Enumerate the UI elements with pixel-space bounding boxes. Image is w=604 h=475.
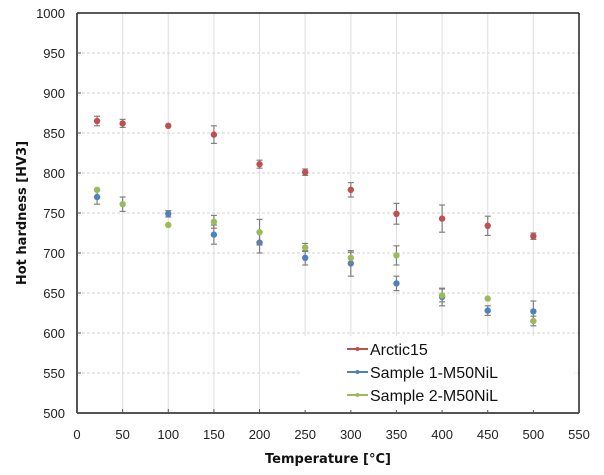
data-point xyxy=(530,233,537,240)
data-point xyxy=(119,120,126,127)
y-tick-label: 500 xyxy=(43,406,65,421)
y-tick-label: 750 xyxy=(43,206,65,221)
series xyxy=(93,115,537,327)
data-point xyxy=(484,307,491,314)
x-tick-label: 500 xyxy=(523,427,545,442)
y-tick-label: 700 xyxy=(43,246,65,261)
legend-label-arctic15: Arctic15 xyxy=(370,342,428,359)
data-point xyxy=(256,161,263,168)
x-tick-label: 200 xyxy=(249,427,271,442)
data-point xyxy=(93,186,101,193)
legend-item-arctic15: Arctic15 xyxy=(347,342,428,359)
data-point xyxy=(165,221,172,229)
y-tick-label: 950 xyxy=(43,46,65,61)
data-point xyxy=(484,295,491,302)
legend-label-sample-1: Sample 1-M50NiL xyxy=(370,365,498,382)
y-tick-label: 800 xyxy=(43,166,65,181)
data-point xyxy=(530,317,537,325)
data-point xyxy=(210,131,218,138)
data-point xyxy=(210,231,218,238)
data-point xyxy=(438,292,446,299)
x-tick-label: 50 xyxy=(115,427,129,442)
x-tick-label: 550 xyxy=(568,427,590,442)
y-tick-label: 1000 xyxy=(36,6,65,21)
data-point xyxy=(165,210,172,217)
data-point xyxy=(393,210,400,217)
x-tick-label: 100 xyxy=(157,427,179,442)
x-tick-label: 350 xyxy=(386,427,408,442)
data-point xyxy=(347,186,355,193)
x-tick-label: 300 xyxy=(340,427,362,442)
data-point xyxy=(165,122,172,129)
data-point xyxy=(530,308,537,315)
x-tick-label: 450 xyxy=(477,427,499,442)
series-2 xyxy=(93,186,537,327)
x-tick-label: 400 xyxy=(431,427,453,442)
legend-item-sample-2: Sample 2-M50NiL xyxy=(347,388,498,405)
y-tick-label: 600 xyxy=(43,326,65,341)
data-point xyxy=(119,201,126,208)
data-point xyxy=(347,254,355,261)
x-axis-title: Temperature [°C] xyxy=(265,452,391,467)
x-tick-label: 250 xyxy=(294,427,316,442)
legend: Arctic15 Sample 1-M50NiL Sample 2-M50NiL xyxy=(302,336,574,410)
x-tick-label: 0 xyxy=(73,427,80,442)
legend-label-sample-2: Sample 2-M50NiL xyxy=(370,388,498,405)
legend-marker-arctic15 xyxy=(355,347,360,351)
legend-marker-sample-1 xyxy=(355,370,360,374)
data-point xyxy=(393,252,400,259)
data-point xyxy=(438,215,446,222)
y-tick-label: 550 xyxy=(43,366,65,381)
data-point xyxy=(301,244,309,251)
y-tick-label: 650 xyxy=(43,286,65,301)
data-point xyxy=(484,222,491,229)
legend-item-sample-1: Sample 1-M50NiL xyxy=(347,365,498,382)
data-point xyxy=(93,117,101,125)
series-1 xyxy=(93,189,537,323)
legend-marker-sample-2 xyxy=(355,393,360,397)
y-axis-title: Hot hardness [HV3] xyxy=(15,141,30,285)
data-point xyxy=(393,280,400,287)
data-point xyxy=(301,254,309,261)
x-tick-label: 150 xyxy=(203,427,225,442)
data-point xyxy=(301,169,309,176)
y-tick-label: 850 xyxy=(43,126,65,141)
tick-labels: 0 50 100 150 200 250 300 350 400 450 500 550 500 550 6… xyxy=(36,6,590,442)
data-point xyxy=(210,218,218,225)
series-0 xyxy=(93,115,537,240)
data-point xyxy=(256,229,263,236)
y-tick-label: 900 xyxy=(43,86,65,101)
data-point xyxy=(93,193,101,201)
